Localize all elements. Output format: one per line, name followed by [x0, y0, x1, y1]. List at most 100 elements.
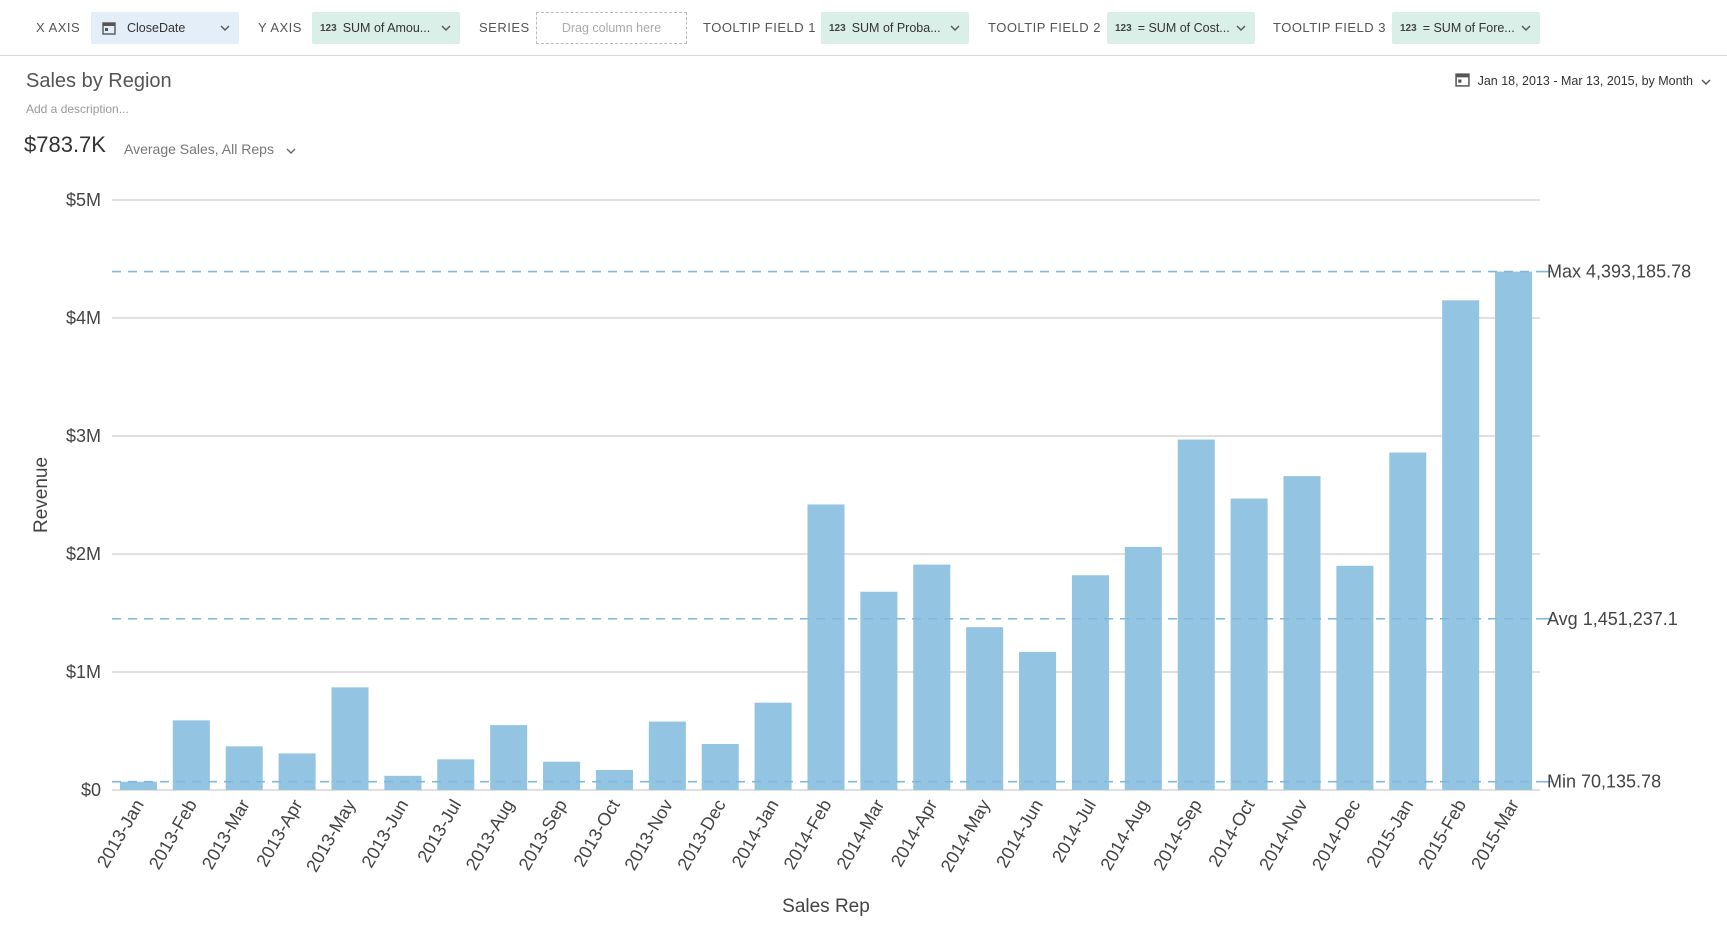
bar[interactable]	[437, 759, 475, 790]
x-tick-label: 2013-Mar	[198, 796, 254, 873]
x-tick-label: 2014-Jul	[1048, 796, 1100, 866]
bar[interactable]	[225, 746, 263, 790]
bar[interactable]	[543, 761, 581, 790]
series-label: SERIES	[479, 20, 530, 35]
bar[interactable]	[1283, 476, 1321, 790]
bar[interactable]	[860, 591, 898, 790]
number-type-icon: 123	[1400, 22, 1417, 34]
x-tick-label: 2014-Mar	[833, 796, 889, 873]
x-tick-label: 2013-May	[302, 796, 359, 875]
y-tick-label: $5M	[66, 190, 101, 210]
chart-title[interactable]: Sales by Region	[26, 70, 172, 92]
chevron-down-icon	[436, 25, 456, 31]
chevron-down-icon	[945, 25, 965, 31]
tooltip3-field-pill[interactable]: 123 = SUM of Fore...	[1392, 12, 1540, 44]
x-tick-label: 2013-Sep	[515, 796, 571, 874]
number-type-icon: 123	[1115, 22, 1132, 34]
bar[interactable]	[119, 781, 157, 790]
x-tick-label: 2013-Dec	[673, 796, 729, 874]
number-type-icon: 123	[829, 22, 846, 34]
bar[interactable]	[172, 720, 210, 790]
y-tick-label: $4M	[66, 308, 101, 328]
calendar-icon	[1454, 72, 1470, 90]
x-tick-label: 2014-Jun	[992, 796, 1047, 871]
bar[interactable]	[1124, 546, 1162, 790]
tooltip1-field-value: SUM of Proba...	[851, 21, 941, 35]
tooltip2-field-pill[interactable]: 123 = SUM of Cost...	[1107, 12, 1255, 44]
x-axis-field-pill[interactable]: CloseDate	[91, 12, 239, 44]
x-axis-label: X AXIS	[36, 20, 81, 35]
x-tick-label: 2013-Jul	[413, 796, 465, 866]
y-axis-label: Y AXIS	[258, 20, 302, 35]
bar[interactable]	[1071, 575, 1109, 790]
bar[interactable]	[754, 702, 792, 790]
field-toolbar: X AXIS CloseDate Y AXIS 123 SUM of Amou.…	[0, 0, 1727, 56]
bar[interactable]	[384, 775, 422, 790]
x-tick-label: 2014-Sep	[1149, 796, 1205, 874]
date-range-text: Jan 18, 2013 - Mar 13, 2015, by Month	[1477, 74, 1693, 88]
x-tick-label: 2014-May	[937, 796, 994, 875]
tooltip2-label: TOOLTIP FIELD 2	[988, 20, 1101, 35]
x-tick-label: 2013-Apr	[252, 796, 306, 870]
x-tick-label: 2014-Nov	[1255, 796, 1311, 874]
x-tick-label: 2015-Jan	[1362, 796, 1417, 871]
tooltip2-field-value: = SUM of Cost...	[1137, 21, 1230, 35]
x-tick-label: 2013-Oct	[570, 796, 624, 870]
date-range-selector[interactable]: Jan 18, 2013 - Mar 13, 2015, by Month	[1454, 72, 1711, 90]
metric-selector[interactable]: Average Sales, All Reps	[124, 141, 296, 157]
x-tick-label: 2013-Nov	[620, 796, 676, 874]
bar[interactable]	[595, 769, 633, 790]
x-tick-label: 2014-Apr	[887, 796, 941, 870]
tooltip1-label: TOOLTIP FIELD 1	[703, 20, 816, 35]
bar[interactable]	[913, 564, 951, 790]
x-tick-label: 2013-Jan	[93, 796, 148, 871]
tooltip1-field-pill[interactable]: 123 SUM of Proba...	[821, 12, 969, 44]
tooltip3-field-value: = SUM of Fore...	[1422, 21, 1515, 35]
bar[interactable]	[648, 721, 686, 790]
bar[interactable]	[1019, 651, 1057, 790]
bar[interactable]	[1230, 498, 1268, 790]
bar[interactable]	[1389, 452, 1427, 790]
tooltip3-label: TOOLTIP FIELD 3	[1273, 20, 1386, 35]
y-axis-field-value: SUM of Amou...	[342, 21, 431, 35]
x-tick-label: 2015-Mar	[1467, 796, 1523, 873]
x-tick-label: 2014-Dec	[1308, 796, 1364, 874]
chevron-down-icon	[286, 141, 296, 157]
y-tick-label: $0	[81, 780, 101, 800]
series-dropzone[interactable]: Drag column here	[536, 12, 687, 44]
bar[interactable]	[1177, 439, 1215, 790]
bar[interactable]	[490, 725, 528, 790]
reference-line-label: Avg 1,451,237.1	[1547, 609, 1678, 629]
bar[interactable]	[331, 687, 369, 790]
bar[interactable]	[966, 627, 1004, 790]
y-tick-label: $1M	[66, 662, 101, 682]
chevron-down-icon	[1231, 25, 1251, 31]
x-tick-label: 2014-Oct	[1204, 796, 1258, 870]
number-type-icon: 123	[320, 22, 337, 34]
bar[interactable]	[1495, 271, 1533, 790]
x-tick-label: 2014-Aug	[1096, 796, 1152, 874]
bar[interactable]	[1442, 300, 1480, 790]
x-tick-label: 2013-Feb	[145, 796, 201, 873]
x-tick-label: 2014-Jan	[728, 796, 783, 871]
chevron-down-icon	[1701, 74, 1711, 88]
x-axis-title: Sales Rep	[782, 896, 870, 917]
x-tick-label: 2015-Feb	[1414, 796, 1470, 873]
x-axis-field-value: CloseDate	[127, 21, 186, 35]
reference-line-label: Max 4,393,185.78	[1547, 262, 1691, 282]
bar[interactable]	[278, 753, 316, 790]
x-tick-label: 2013-Aug	[462, 796, 518, 874]
description-placeholder[interactable]: Add a description...	[26, 102, 129, 116]
metric-label: Average Sales, All Reps	[124, 141, 274, 157]
y-axis-field-pill[interactable]: 123 SUM of Amou...	[312, 12, 460, 44]
y-tick-label: $3M	[66, 426, 101, 446]
chevron-down-icon	[215, 25, 235, 31]
metric-value: $783.7K	[24, 132, 106, 157]
reference-line-label: Min 70,135.78	[1547, 772, 1661, 792]
x-tick-label: 2013-Jun	[358, 796, 413, 871]
bar[interactable]	[701, 743, 739, 790]
bar[interactable]	[1336, 565, 1374, 790]
calendar-icon	[97, 21, 121, 35]
bar[interactable]	[807, 504, 845, 790]
